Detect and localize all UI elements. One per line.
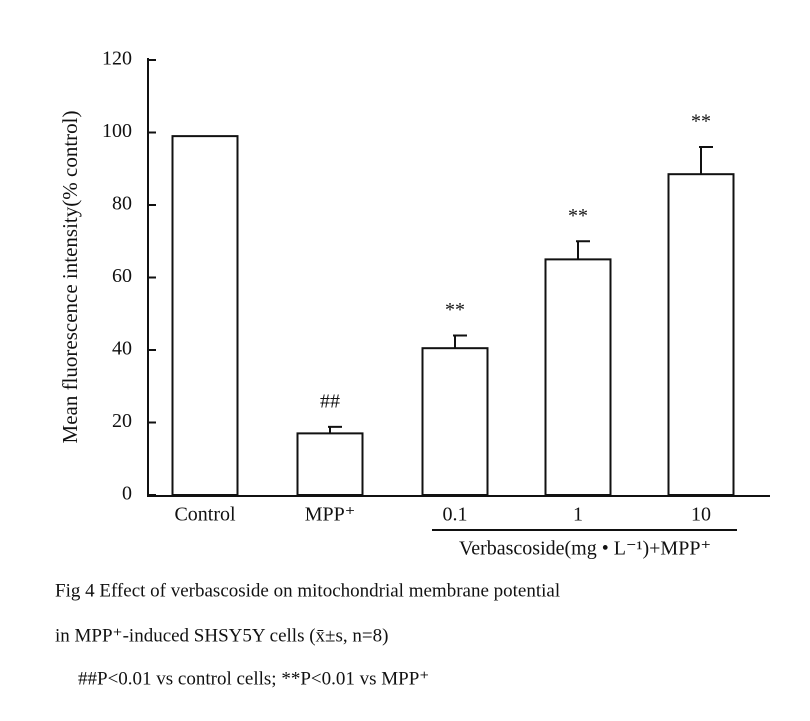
caption: Fig 4 Effect of verbascoside on mitochon… [55,580,560,601]
y-tick-label: 0 [122,483,132,505]
y-tick-label: 80 [112,193,132,215]
bar [171,135,239,496]
annotation: ** [691,111,711,133]
group-label: Verbascoside(mg • L⁻¹)+MPP⁺ [459,538,711,560]
y-tick-label: 20 [112,410,132,432]
y-tick-label: 40 [112,338,132,360]
x-tick-label: Control [174,504,236,526]
x-tick-label: 0.1 [443,504,468,526]
caption: ##P<0.01 vs control cells; **P<0.01 vs M… [78,668,429,689]
y-tick-label: 100 [102,120,132,142]
annotation: ** [445,299,465,321]
annotation: ## [320,390,340,412]
bar [296,432,364,496]
y-axis-label: Mean fluorescence intensity(% control) [58,111,82,444]
y-tick-label: 120 [102,48,132,70]
x-tick-label: 10 [691,504,711,526]
x-tick-label: MPP⁺ [305,504,356,526]
bar [421,347,489,496]
annotation: ** [568,205,588,227]
bar [667,173,735,496]
caption: in MPP⁺-induced SHSY5Y cells (x̄±s, n=8) [55,625,388,646]
y-tick-label: 60 [112,265,132,287]
bar [544,258,612,496]
x-tick-label: 1 [573,504,583,526]
